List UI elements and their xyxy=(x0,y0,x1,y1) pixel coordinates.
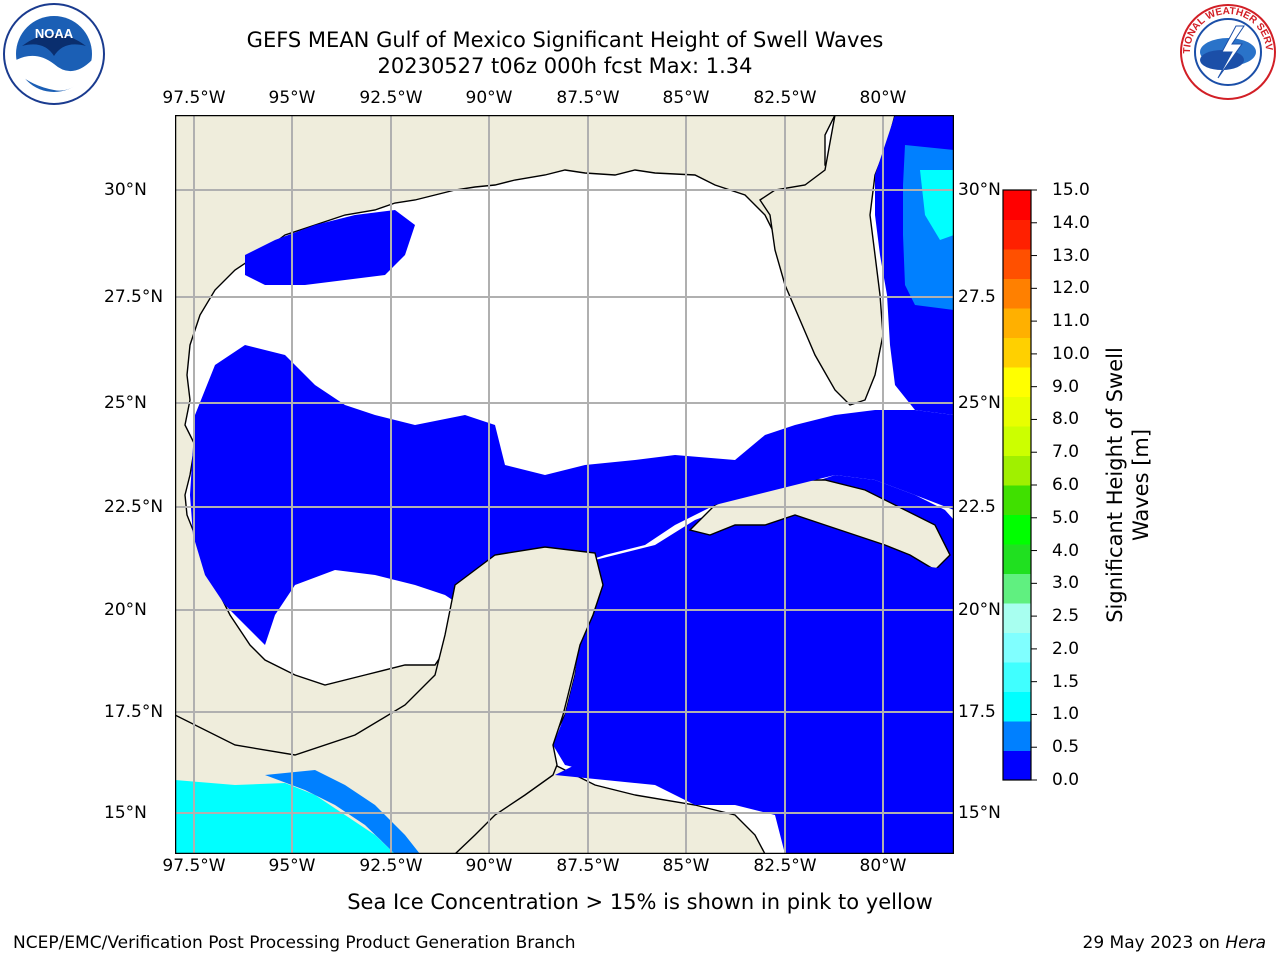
lat-label-right: 30°N xyxy=(958,180,1001,200)
colorbar-segment xyxy=(1003,603,1031,633)
colorbar-title: Significant Height of Swell Waves [m] xyxy=(1102,347,1154,623)
lon-label-bottom: 90°W xyxy=(465,856,513,876)
colorbar-segment xyxy=(1003,396,1031,427)
lat-label-right: 15°N xyxy=(958,803,1001,823)
swell-north-patch xyxy=(245,210,415,285)
colorbar-tick-label: 15.0 xyxy=(1052,180,1090,200)
colorbar-segment xyxy=(1003,573,1031,604)
chart-subtitle: 20230527 t06z 000h fcst Max: 1.34 xyxy=(377,54,753,78)
footer-date: 29 May 2023 on Hera xyxy=(1083,933,1267,953)
colorbar-segment xyxy=(1003,455,1031,486)
lat-label-left: 30°N xyxy=(104,180,147,200)
colorbar-segment xyxy=(1003,632,1031,663)
colorbar-tick-label: 14.0 xyxy=(1052,212,1090,233)
colorbar-segment xyxy=(1003,337,1031,368)
chart-title: GEFS MEAN Gulf of Mexico Significant Hei… xyxy=(246,28,884,52)
lon-label-bottom: 87.5°W xyxy=(556,856,620,876)
colorbar-tick-label: 13.0 xyxy=(1052,245,1090,266)
lon-label-top: 92.5°W xyxy=(359,88,423,108)
colorbar-segment xyxy=(1003,485,1031,515)
lat-label-left: 17.5°N xyxy=(104,702,164,722)
colorbar-segment xyxy=(1003,278,1031,309)
colorbar-tick-label: 1.0 xyxy=(1052,704,1080,725)
colorbar-segment xyxy=(1003,367,1031,397)
colorbar-segment xyxy=(1003,721,1031,751)
lat-label-left: 15°N xyxy=(104,803,147,823)
swell-caribbean xyxy=(555,565,954,854)
colorbar-title-line1: Significant Height of Swell xyxy=(1103,347,1127,623)
lon-label-bottom: 85°W xyxy=(662,856,710,876)
lon-label-bottom: 82.5°W xyxy=(753,856,817,876)
lat-label-left: 27.5°N xyxy=(104,287,164,307)
lat-label-right: 20°N xyxy=(958,600,1001,620)
swell-pacific-05 xyxy=(265,770,420,854)
colorbar-tick-label: 12.0 xyxy=(1052,278,1090,299)
land-florida xyxy=(759,115,896,406)
lat-label-right: 17.5 xyxy=(958,702,996,722)
footer-branch: NCEP/EMC/Verification Post Processing Pr… xyxy=(13,933,576,953)
colorbar-segment xyxy=(1003,219,1031,250)
footer-date-text: 29 May 2023 on xyxy=(1082,933,1226,953)
map-panel xyxy=(175,115,954,854)
lon-label-bottom: 95°W xyxy=(268,856,316,876)
colorbar-tick-label: 0.0 xyxy=(1052,770,1080,790)
colorbar-tick-label: 6.0 xyxy=(1052,475,1080,495)
colorbar-tick-label: 4.0 xyxy=(1052,540,1080,561)
colorbar-segment xyxy=(1003,514,1031,545)
swell-atlantic-1 xyxy=(920,170,954,240)
colorbar-title-line2: Waves [m] xyxy=(1129,428,1153,542)
nws-logo: NATIONAL WEATHER SERVICE xyxy=(1178,2,1276,100)
colorbar-tick-label: 1.5 xyxy=(1052,671,1080,692)
lon-label-top: 80°W xyxy=(859,88,907,108)
lon-label-top: 90°W xyxy=(465,88,513,108)
colorbar-tick-label: 2.0 xyxy=(1052,638,1080,659)
swell-pacific-1 xyxy=(175,780,395,854)
lon-label-bottom: 97.5°W xyxy=(162,856,226,876)
colorbar-tick-label: 5.0 xyxy=(1052,507,1080,528)
colorbar-tick-label: 11.0 xyxy=(1052,311,1090,332)
lon-label-top: 85°W xyxy=(662,88,710,108)
colorbar-tick-label: 8.0 xyxy=(1052,409,1080,430)
colorbar-tick-label: 7.0 xyxy=(1052,442,1080,463)
colorbar-segment xyxy=(1003,249,1031,279)
lon-label-top: 82.5°W xyxy=(753,88,817,108)
lon-label-top: 87.5°W xyxy=(556,88,620,108)
colorbar-segment xyxy=(1003,308,1031,338)
lat-label-right: 22.5 xyxy=(958,497,996,517)
lon-label-bottom: 92.5°W xyxy=(359,856,423,876)
sea-ice-note: Sea Ice Concentration > 15% is shown in … xyxy=(0,890,1280,914)
colorbar-tick-label: 10.0 xyxy=(1052,343,1090,364)
colorbar-segment xyxy=(1003,691,1031,722)
sea-ice-note-text: Sea Ice Concentration > 15% is shown in … xyxy=(347,890,933,914)
colorbar xyxy=(1002,189,1037,781)
colorbar-segment xyxy=(1003,544,1031,574)
lon-label-top: 95°W xyxy=(268,88,316,108)
lat-label-left: 22.5°N xyxy=(104,497,164,517)
lon-label-top: 97.5°W xyxy=(162,88,226,108)
map-grid xyxy=(175,115,954,854)
footer-host: Hera xyxy=(1225,933,1266,953)
colorbar-segment xyxy=(1003,662,1031,692)
swell-band-west-gulf xyxy=(190,345,954,645)
colorbar-segment xyxy=(1003,426,1031,456)
colorbar-segment xyxy=(1003,190,1031,220)
colorbar-tick-label: 9.0 xyxy=(1052,376,1080,397)
colorbar-segment xyxy=(1003,750,1031,781)
colorbar-tick-label: 0.5 xyxy=(1052,737,1080,758)
map-frame xyxy=(175,115,954,854)
svg-text:NOAA: NOAA xyxy=(35,26,74,41)
lat-label-right: 27.5 xyxy=(958,287,996,307)
colorbar-tick-label: 3.0 xyxy=(1052,573,1080,594)
lon-label-bottom: 80°W xyxy=(859,856,907,876)
lat-label-left: 20°N xyxy=(104,600,147,620)
colorbar-tick-label: 2.5 xyxy=(1052,606,1080,627)
noaa-logo: NOAA xyxy=(3,3,105,105)
lat-label-right: 25°N xyxy=(958,393,1001,413)
lat-label-left: 25°N xyxy=(104,393,147,413)
